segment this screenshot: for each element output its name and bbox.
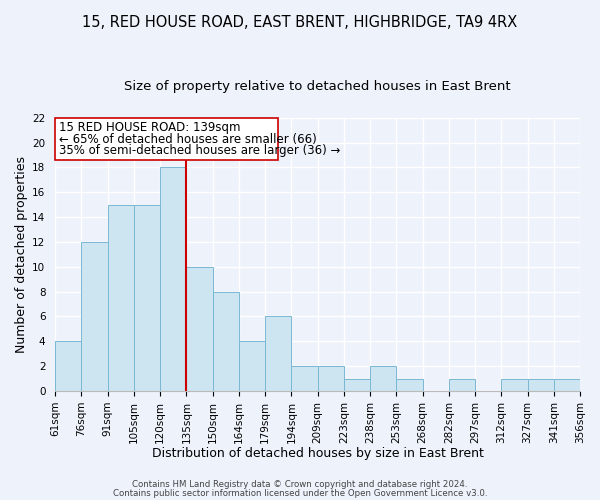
Bar <box>55 342 82 391</box>
Bar <box>317 366 344 391</box>
Text: Contains HM Land Registry data © Crown copyright and database right 2024.: Contains HM Land Registry data © Crown c… <box>132 480 468 489</box>
Bar <box>265 316 292 391</box>
Bar <box>292 366 317 391</box>
FancyBboxPatch shape <box>55 118 278 160</box>
Text: ← 65% of detached houses are smaller (66): ← 65% of detached houses are smaller (66… <box>59 132 317 145</box>
Bar <box>344 378 370 391</box>
Title: Size of property relative to detached houses in East Brent: Size of property relative to detached ho… <box>124 80 511 93</box>
Bar <box>160 168 187 391</box>
Text: Contains public sector information licensed under the Open Government Licence v3: Contains public sector information licen… <box>113 488 487 498</box>
Bar <box>501 378 527 391</box>
X-axis label: Distribution of detached houses by size in East Brent: Distribution of detached houses by size … <box>152 447 484 460</box>
Text: 15, RED HOUSE ROAD, EAST BRENT, HIGHBRIDGE, TA9 4RX: 15, RED HOUSE ROAD, EAST BRENT, HIGHBRID… <box>82 15 518 30</box>
Bar <box>370 366 396 391</box>
Bar <box>134 204 160 391</box>
Bar <box>107 204 134 391</box>
Bar <box>396 378 422 391</box>
Bar <box>239 342 265 391</box>
Bar <box>187 267 212 391</box>
Bar <box>527 378 554 391</box>
Y-axis label: Number of detached properties: Number of detached properties <box>15 156 28 353</box>
Bar <box>449 378 475 391</box>
Bar <box>212 292 239 391</box>
Text: 15 RED HOUSE ROAD: 139sqm: 15 RED HOUSE ROAD: 139sqm <box>59 121 241 134</box>
Bar <box>82 242 107 391</box>
Bar <box>554 378 580 391</box>
Text: 35% of semi-detached houses are larger (36) →: 35% of semi-detached houses are larger (… <box>59 144 340 157</box>
